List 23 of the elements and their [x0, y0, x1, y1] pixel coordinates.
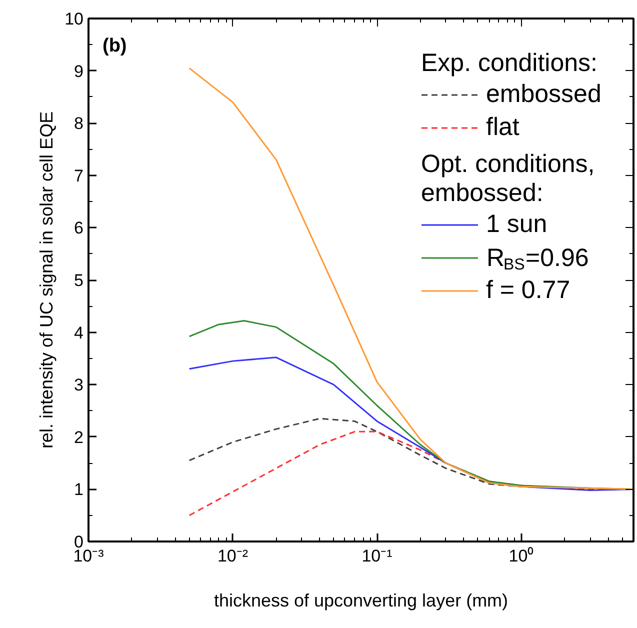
x-tick-label: 10⁰: [508, 546, 534, 566]
x-axis-title: thickness of upconverting layer (mm): [214, 590, 508, 610]
y-tick-label: 9: [74, 62, 84, 81]
x-tick-label: 10⁻²: [217, 546, 248, 566]
y-tick-label: 5: [74, 271, 84, 290]
y-tick-label: 7: [74, 166, 84, 186]
y-tick-label: 6: [74, 218, 84, 238]
y-axis-title: rel. intensity of UC signal in solar cell EQE: [36, 111, 57, 449]
legend-label: 1 sun: [486, 209, 548, 240]
legend-label: embossed: [486, 79, 602, 110]
legend-label: f = 0.77: [486, 275, 570, 306]
annotation: (b): [102, 36, 127, 56]
y-tick-label: 1: [74, 480, 84, 500]
legend-title: Exp. conditions:: [421, 49, 598, 78]
annotation: Opt. conditions, embossed:: [421, 150, 595, 208]
y-tick-label: 8: [74, 114, 84, 134]
y-tick-label: 4: [74, 323, 84, 342]
y-tick-label: 2: [74, 428, 84, 447]
legend-label: flat: [486, 112, 520, 143]
y-tick-label: 3: [74, 376, 84, 395]
x-tick-label: 10⁻¹: [362, 546, 393, 566]
x-tick-label: 10⁻³: [73, 546, 104, 566]
y-tick-label: 10: [64, 10, 84, 28]
